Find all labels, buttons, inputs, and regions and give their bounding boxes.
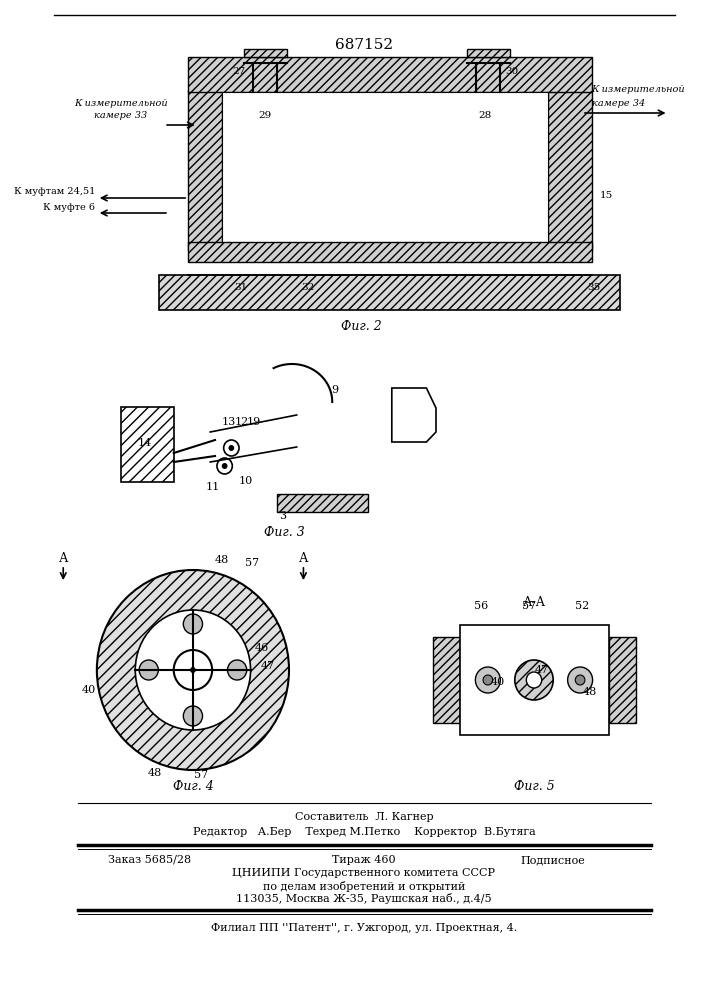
Circle shape xyxy=(568,667,592,693)
Bar xyxy=(222,92,549,260)
Text: 11: 11 xyxy=(206,482,221,492)
Circle shape xyxy=(526,672,542,688)
Text: ЦНИИПИ Государственного комитета СССР: ЦНИИПИ Государственного комитета СССР xyxy=(233,868,496,878)
Text: А: А xyxy=(59,552,68,564)
Text: камере 33: камере 33 xyxy=(94,111,148,120)
Text: 13: 13 xyxy=(221,417,235,427)
Text: К измерительной: К измерительной xyxy=(592,86,685,95)
Text: 40: 40 xyxy=(491,677,505,687)
Text: 47: 47 xyxy=(261,661,275,671)
Circle shape xyxy=(174,650,212,690)
Bar xyxy=(433,637,460,723)
Text: Фиг. 4: Фиг. 4 xyxy=(173,780,214,794)
Bar xyxy=(188,57,592,92)
Bar xyxy=(609,637,636,723)
Text: 31: 31 xyxy=(234,282,247,292)
Text: К измерительной: К измерительной xyxy=(74,99,168,107)
Text: 47: 47 xyxy=(534,665,549,675)
Text: 29: 29 xyxy=(258,110,271,119)
Text: 48: 48 xyxy=(583,687,597,697)
Text: 19: 19 xyxy=(246,417,261,427)
Bar xyxy=(460,625,609,735)
Text: Заказ 5685/28: Заказ 5685/28 xyxy=(108,855,192,865)
Text: 57: 57 xyxy=(194,770,208,780)
Text: 46: 46 xyxy=(255,643,269,653)
Bar xyxy=(244,49,287,57)
Text: Подписное: Подписное xyxy=(521,855,585,865)
Text: Фиг. 3: Фиг. 3 xyxy=(264,526,305,538)
Bar xyxy=(276,494,368,512)
Bar xyxy=(121,407,174,482)
Text: 35: 35 xyxy=(587,282,600,292)
Text: Филиал ПП ''Патент'', г. Ужгород, ул. Проектная, 4.: Филиал ПП ''Патент'', г. Ужгород, ул. Пр… xyxy=(211,923,517,933)
Text: А: А xyxy=(298,552,308,564)
Text: 27: 27 xyxy=(233,68,246,77)
Bar xyxy=(159,275,621,310)
Text: 687152: 687152 xyxy=(335,38,393,52)
Circle shape xyxy=(483,675,493,685)
Text: по делам изобретений и открытий: по делам изобретений и открытий xyxy=(263,880,465,892)
Text: Тираж 460: Тираж 460 xyxy=(332,855,396,865)
Text: 40: 40 xyxy=(82,685,96,695)
Text: 28: 28 xyxy=(478,110,491,119)
Bar xyxy=(467,49,510,57)
Text: Фиг. 2: Фиг. 2 xyxy=(341,320,382,334)
Text: 52: 52 xyxy=(575,601,589,611)
Text: 32: 32 xyxy=(301,282,315,292)
Circle shape xyxy=(475,667,501,693)
Text: 14: 14 xyxy=(138,438,152,448)
Circle shape xyxy=(190,667,196,673)
Text: 30: 30 xyxy=(506,68,518,77)
Bar xyxy=(188,242,592,262)
Text: 48: 48 xyxy=(215,555,229,565)
Text: камере 34: камере 34 xyxy=(592,99,645,107)
Text: 12: 12 xyxy=(235,417,249,427)
Text: Составитель  Л. Кагнер: Составитель Л. Кагнер xyxy=(295,812,433,822)
Bar xyxy=(549,90,592,250)
Text: 9: 9 xyxy=(332,385,339,395)
Circle shape xyxy=(183,614,202,634)
Circle shape xyxy=(183,706,202,726)
Text: 15: 15 xyxy=(600,190,612,200)
Bar xyxy=(188,90,222,250)
Circle shape xyxy=(228,445,234,451)
Text: К муфте 6: К муфте 6 xyxy=(43,204,95,213)
Circle shape xyxy=(97,570,289,770)
Text: А-А: А-А xyxy=(522,596,546,609)
Text: К муфтам 24,51: К муфтам 24,51 xyxy=(13,188,95,196)
Circle shape xyxy=(135,610,250,730)
Text: 10: 10 xyxy=(239,476,253,486)
Circle shape xyxy=(575,675,585,685)
Text: 3: 3 xyxy=(279,511,286,521)
Circle shape xyxy=(139,660,158,680)
Circle shape xyxy=(228,660,247,680)
Text: 57: 57 xyxy=(522,601,536,611)
Text: 56: 56 xyxy=(474,601,489,611)
Text: Фиг. 5: Фиг. 5 xyxy=(513,780,554,794)
Text: 48: 48 xyxy=(147,768,162,778)
Text: 57: 57 xyxy=(245,558,259,568)
Text: 113035, Москва Ж-35, Раушская наб., д.4/5: 113035, Москва Ж-35, Раушская наб., д.4/… xyxy=(236,894,492,904)
Circle shape xyxy=(515,660,553,700)
Circle shape xyxy=(222,463,228,469)
Text: Редактор   А.Бер    Техред М.Петко    Корректор  В.Бутяга: Редактор А.Бер Техред М.Петко Корректор … xyxy=(192,827,535,837)
